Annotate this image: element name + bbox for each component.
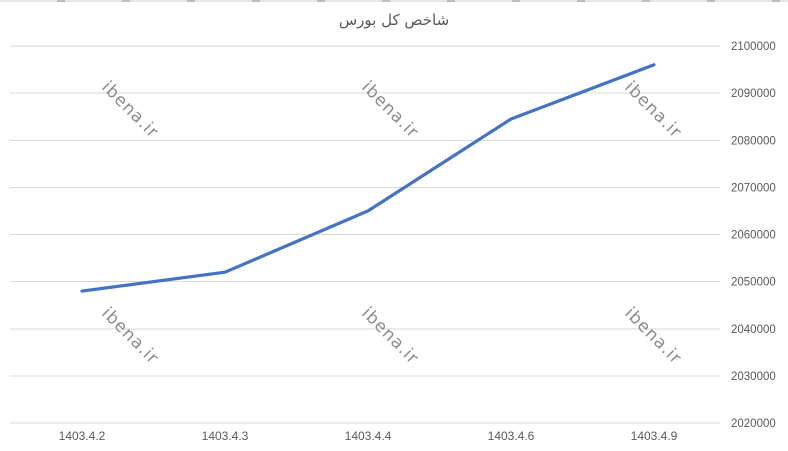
chart-title: شاخص کل بورس bbox=[338, 11, 450, 29]
y-axis-tick-label: 2030000 bbox=[731, 371, 776, 383]
x-axis-tick-label: 1403.4.9 bbox=[631, 429, 678, 443]
x-axis-tick-label: 1403.4.3 bbox=[202, 429, 249, 443]
x-axis-tick-label: 1403.4.2 bbox=[59, 429, 106, 443]
x-axis-tick-label: 1403.4.6 bbox=[488, 429, 535, 443]
y-axis-tick-label: 2050000 bbox=[731, 277, 776, 289]
top-border-strip bbox=[0, 0, 788, 2]
y-axis-tick-label: 2080000 bbox=[731, 135, 776, 147]
x-axis-tick-label: 1403.4.4 bbox=[345, 429, 392, 443]
y-axis-tick-label: 2090000 bbox=[731, 88, 776, 100]
y-axis-tick-label: 2020000 bbox=[731, 418, 776, 430]
y-axis-tick-label: 2060000 bbox=[731, 230, 776, 242]
index-series-line bbox=[80, 63, 656, 293]
y-axis-tick-label: 2040000 bbox=[731, 324, 776, 336]
y-axis-tick-label: 2100000 bbox=[731, 41, 776, 53]
y-axis-tick-label: 2070000 bbox=[731, 182, 776, 194]
